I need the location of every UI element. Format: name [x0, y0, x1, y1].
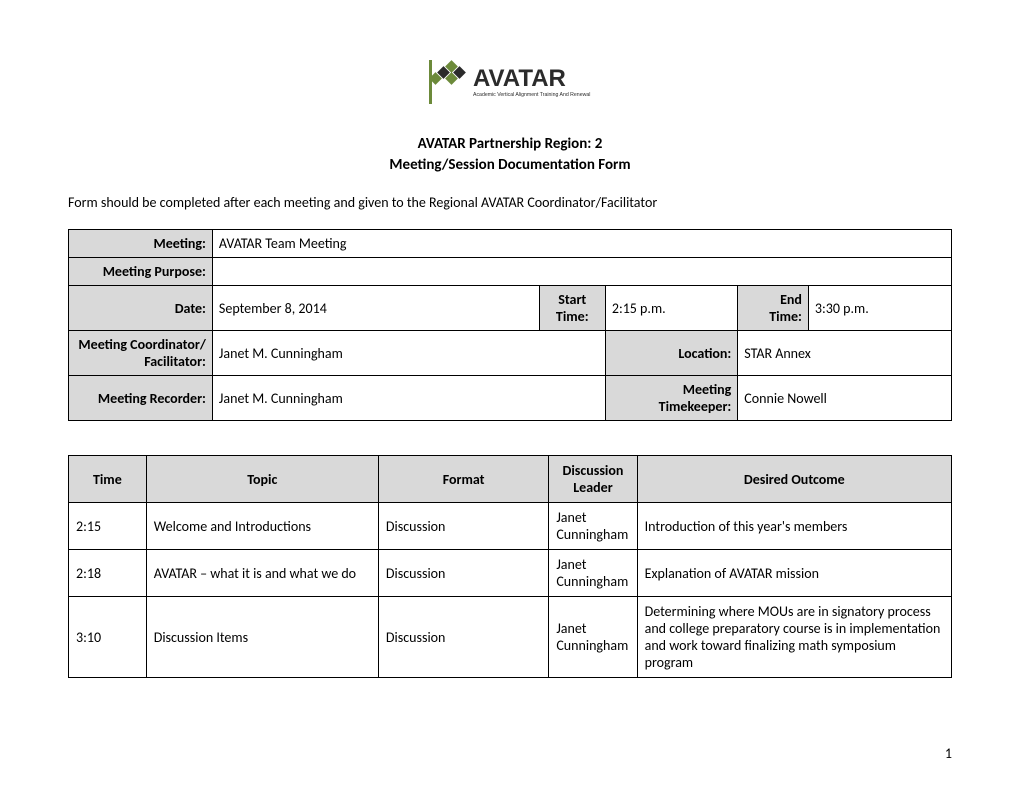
value-location: STAR Annex [738, 331, 952, 376]
value-start-time: 2:15 p.m. [605, 286, 737, 331]
label-coordinator: Meeting Coordinator/ Facilitator: [69, 331, 213, 376]
logo-subtext: Academic Vertical Alignment Training And… [473, 92, 590, 98]
meta-row-date: Date: September 8, 2014 Start Time: 2:15… [69, 286, 952, 331]
page-number: 1 [945, 745, 952, 762]
cell-time: 2:18 [69, 550, 147, 597]
meeting-meta-table: Meeting: AVATAR Team Meeting Meeting Pur… [68, 229, 952, 421]
instruction-text: Form should be completed after each meet… [68, 194, 952, 211]
logo-block: AVATAR Academic Vertical Alignment Train… [68, 50, 952, 114]
logo-text: AVATAR [473, 65, 566, 92]
cell-leader: Janet Cunningham [549, 597, 637, 678]
value-recorder: Janet M. Cunningham [212, 376, 605, 421]
cell-leader: Janet Cunningham [549, 503, 637, 550]
page-heading: AVATAR Partnership Region: 2 Meeting/Ses… [68, 134, 952, 176]
cell-format: Discussion [378, 550, 548, 597]
label-date: Date: [69, 286, 213, 331]
h-topic: Topic [146, 456, 378, 503]
h-leader: Discussion Leader [549, 456, 637, 503]
cell-format: Discussion [378, 597, 548, 678]
label-recorder: Meeting Recorder: [69, 376, 213, 421]
value-purpose [212, 258, 951, 286]
value-date: September 8, 2014 [212, 286, 539, 331]
cell-format: Discussion [378, 503, 548, 550]
cell-topic: Discussion Items [146, 597, 378, 678]
agenda-row: 2:15 Welcome and Introductions Discussio… [69, 503, 952, 550]
label-meeting: Meeting: [69, 230, 213, 258]
heading-line-2: Meeting/Session Documentation Form [68, 155, 952, 176]
cell-outcome: Explanation of AVATAR mission [637, 550, 951, 597]
agenda-row: 3:10 Discussion Items Discussion Janet C… [69, 597, 952, 678]
value-end-time: 3:30 p.m. [808, 286, 951, 331]
cell-outcome: Introduction of this year's members [637, 503, 951, 550]
label-location: Location: [605, 331, 737, 376]
cell-topic: Welcome and Introductions [146, 503, 378, 550]
label-end-time: End Time: [738, 286, 809, 331]
h-time: Time [69, 456, 147, 503]
meta-row-meeting: Meeting: AVATAR Team Meeting [69, 230, 952, 258]
label-timekeeper: Meeting Timekeeper: [605, 376, 737, 421]
document-page: AVATAR Academic Vertical Alignment Train… [0, 0, 1020, 788]
value-coordinator: Janet M. Cunningham [212, 331, 605, 376]
agenda-header-row: Time Topic Format Discussion Leader Desi… [69, 456, 952, 503]
meta-row-coordinator: Meeting Coordinator/ Facilitator: Janet … [69, 331, 952, 376]
label-start-time: Start Time: [539, 286, 605, 331]
label-purpose: Meeting Purpose: [69, 258, 213, 286]
value-timekeeper: Connie Nowell [738, 376, 952, 421]
cell-outcome: Determining where MOUs are in signatory … [637, 597, 951, 678]
cell-topic: AVATAR – what it is and what we do [146, 550, 378, 597]
meta-row-purpose: Meeting Purpose: [69, 258, 952, 286]
value-meeting: AVATAR Team Meeting [212, 230, 951, 258]
meta-row-recorder: Meeting Recorder: Janet M. Cunningham Me… [69, 376, 952, 421]
agenda-table: Time Topic Format Discussion Leader Desi… [68, 455, 952, 678]
heading-line-1: AVATAR Partnership Region: 2 [68, 134, 952, 155]
h-outcome: Desired Outcome [637, 456, 951, 503]
avatar-logo-icon: AVATAR Academic Vertical Alignment Train… [415, 50, 605, 110]
cell-time: 2:15 [69, 503, 147, 550]
agenda-row: 2:18 AVATAR – what it is and what we do … [69, 550, 952, 597]
h-format: Format [378, 456, 548, 503]
cell-leader: Janet Cunningham [549, 550, 637, 597]
cell-time: 3:10 [69, 597, 147, 678]
